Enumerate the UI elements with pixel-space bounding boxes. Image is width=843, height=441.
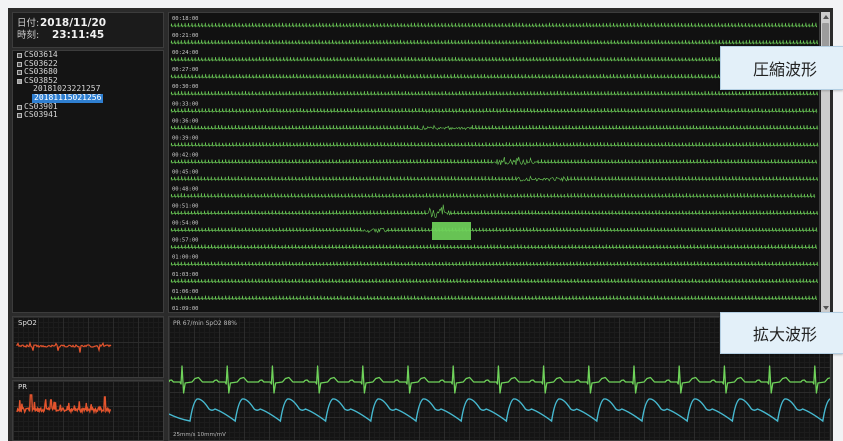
scroll-up-arrow-icon[interactable] (822, 15, 829, 19)
time-value: 23:11:45 (52, 29, 105, 41)
tree-item-cs03941[interactable]: CS03941 (13, 111, 163, 120)
compressed-row-time-label: 00:18:00 (172, 16, 199, 22)
compressed-row-time-label: 00:54:00 (172, 221, 199, 227)
compressed-row-trace[interactable] (170, 73, 817, 79)
compressed-waveform-scrollbar[interactable] (821, 12, 830, 313)
compressed-row-time-label: 00:57:00 (172, 238, 199, 244)
expand-icon[interactable] (17, 70, 22, 76)
compressed-row-time-label: 00:42:00 (172, 152, 199, 158)
compressed-row-trace[interactable] (170, 175, 819, 183)
compressed-row-trace[interactable] (170, 295, 817, 301)
compressed-row-trace[interactable] (170, 39, 819, 45)
spo2-trend-label: SpO2 (18, 319, 37, 327)
compressed-row-trace[interactable] (170, 244, 817, 249)
expanded-waveform-callout-text: 拡大波形 (753, 325, 818, 344)
compressed-row-time-label: 00:45:00 (172, 170, 199, 176)
expand-icon[interactable] (17, 61, 22, 67)
patient-tree: CS03614 CS03622 CS03680 CS03852 20181023… (12, 50, 164, 313)
compressed-waveform-callout: 圧縮波形 (720, 46, 843, 90)
compressed-row-trace[interactable] (170, 22, 818, 28)
expanded-waveform-canvas (169, 365, 830, 423)
date-value: 2018/11/20 (40, 17, 107, 29)
compressed-row-time-label: 00:33:00 (172, 101, 199, 107)
compressed-row-time-label: 01:06:00 (172, 289, 199, 295)
scrollbar-thumb[interactable] (822, 23, 829, 57)
tree-item-label: 20181023221257 (33, 84, 101, 94)
pr-trend-trace (16, 394, 112, 415)
compressed-row-time-label: 00:21:00 (172, 33, 199, 39)
compressed-waveform-canvas[interactable]: 00:18:00 00:21:00 00:24:00 00:27:00 00:30:00… (169, 13, 819, 312)
expanded-waveform-panel[interactable]: PR 67/min SpO2 88% 25mm/s 10mm/mV (168, 316, 831, 441)
compressed-row-time-label: 00:39:00 (172, 135, 199, 141)
datetime-box: 日付: 2018/11/20 時刻: 23:11:45 (12, 12, 164, 48)
compressed-row-time-label: 00:27:00 (172, 67, 199, 73)
pr-trend-label: PR (18, 383, 28, 391)
tree-item-cs03901[interactable]: CS03901 (13, 101, 163, 112)
compressed-row-trace[interactable] (170, 107, 818, 114)
selected-segment-marker[interactable] (432, 222, 471, 240)
compressed-row-trace[interactable] (170, 156, 818, 166)
expanded-waveform-callout: 拡大波形 (720, 312, 843, 354)
spo2-trend-canvas (16, 340, 112, 353)
expand-icon[interactable] (17, 113, 22, 119)
tree-item-label: 20181115021256 (32, 92, 104, 103)
time-label: 時刻: (17, 30, 40, 41)
compressed-row-trace[interactable] (170, 193, 816, 198)
waveform-viewer-app: 日付: 2018/11/20 時刻: 23:11:45 CS03614 CS03… (8, 8, 833, 441)
compressed-waveform-panel[interactable]: 00:18:00 00:21:00 00:24:00 00:27:00 00:30:00… (168, 12, 820, 313)
compressed-row-trace[interactable] (170, 56, 819, 62)
tree-item-label: CS03941 (24, 110, 58, 120)
compressed-row-time-label: 00:51:00 (172, 204, 199, 210)
tree-item-record[interactable]: 20181023221257 (13, 85, 163, 94)
tree-item-cs03852[interactable]: CS03852 (13, 75, 163, 86)
spo2-trend-panel[interactable]: SpO2 (12, 316, 164, 378)
pr-trend-canvas (16, 394, 112, 415)
vitals-readout: PR 67/min SpO2 88% (173, 320, 237, 327)
tree-item-label: CS03680 (24, 67, 58, 77)
compressed-row-trace[interactable] (170, 227, 818, 234)
scroll-down-arrow-icon[interactable] (822, 306, 829, 310)
compressed-row-trace[interactable] (170, 204, 819, 218)
spo2-trend-trace (16, 340, 112, 353)
compressed-row-time-label: 01:00:00 (172, 255, 199, 261)
date-label: 日付: (17, 18, 40, 29)
collapse-icon[interactable] (17, 78, 22, 84)
tree-item-label: CS03614 (24, 50, 58, 59)
pr-trend-panel[interactable]: PR (12, 380, 164, 441)
compressed-row-trace[interactable] (170, 124, 819, 131)
waveform-scale-label: 25mm/s 10mm/mV (173, 432, 226, 438)
compressed-row-time-label: 00:48:00 (172, 187, 199, 193)
expand-icon[interactable] (17, 53, 22, 58)
tree-item-cs03680[interactable]: CS03680 (13, 68, 163, 77)
compressed-row-trace[interactable] (170, 142, 819, 147)
compressed-row-time-label: 00:24:00 (172, 50, 199, 56)
ecg-trace (169, 365, 830, 394)
compressed-row-time-label: 01:09:00 (172, 306, 199, 312)
tree-item-label: CS03901 (24, 101, 58, 111)
tree-item-cs03614[interactable]: CS03614 (13, 51, 163, 60)
expand-icon[interactable] (17, 104, 22, 110)
pleth-trace (169, 398, 830, 423)
compressed-waveform-callout-text: 圧縮波形 (753, 60, 818, 79)
compressed-row-trace[interactable] (170, 278, 818, 284)
tree-item-label: CS03622 (24, 58, 58, 68)
compressed-row-time-label: 00:30:00 (172, 84, 199, 90)
compressed-row-time-label: 00:36:00 (172, 118, 199, 124)
compressed-row-trace[interactable] (170, 261, 819, 266)
tree-item-cs03622[interactable]: CS03622 (13, 58, 163, 69)
tree-item-record-selected[interactable]: 20181115021256 (13, 92, 163, 103)
tree-item-label: CS03852 (24, 75, 58, 85)
compressed-row-time-label: 01:03:00 (172, 272, 199, 278)
compressed-row-trace[interactable] (170, 90, 819, 96)
